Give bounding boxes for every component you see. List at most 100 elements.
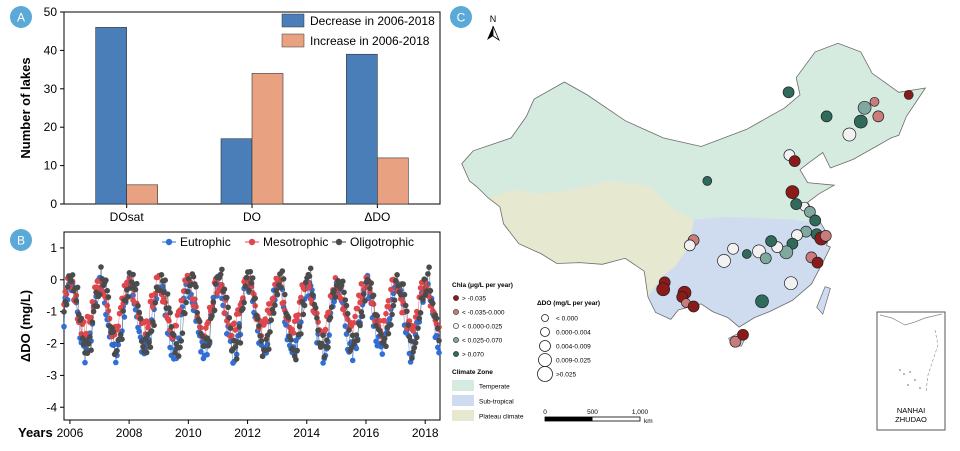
data-point: [242, 283, 249, 290]
data-point: [97, 291, 103, 298]
data-point: [430, 300, 436, 307]
lake-marker: [656, 282, 671, 297]
legend-marker: [537, 366, 553, 382]
scale-tick-label: 0: [543, 409, 547, 416]
map-panel: N Chla (μg/L per year) > -0.035 < -0.035-0.…: [452, 14, 946, 431]
inset-coastline: [879, 313, 943, 326]
data-point: [63, 302, 70, 308]
data-point: [436, 349, 442, 356]
data-point: [314, 310, 320, 317]
data-point: [427, 287, 434, 294]
plateau-zone: [488, 180, 694, 297]
panel-label-c: C: [457, 11, 466, 25]
x-tick-label: 2010: [175, 426, 202, 440]
y-tick-label: 30: [44, 82, 58, 96]
y-axis-label: Number of lakes: [18, 57, 33, 158]
data-point: [407, 337, 414, 344]
data-point: [143, 349, 150, 356]
data-point: [212, 280, 219, 287]
data-point: [379, 351, 386, 357]
data-point: [114, 347, 120, 354]
data-point: [332, 294, 339, 301]
data-point: [386, 316, 393, 322]
data-point: [300, 311, 307, 318]
data-point: [151, 322, 157, 329]
data-point: [256, 323, 262, 329]
data-point: [385, 330, 392, 337]
data-point: [324, 337, 330, 343]
data-point: [370, 301, 377, 308]
data-point: [205, 343, 212, 349]
lake-marker: [790, 198, 803, 210]
data-point: [135, 303, 141, 309]
data-point: [310, 292, 317, 299]
data-point: [390, 302, 397, 309]
panel-label-a: A: [17, 11, 25, 25]
data-point: [232, 327, 239, 333]
inset-island: [899, 369, 901, 371]
data-point: [340, 278, 346, 285]
data-point: [219, 266, 225, 273]
data-point: [328, 304, 335, 311]
data-point: [354, 305, 361, 312]
bar: [377, 157, 409, 205]
y-tick-label: 0: [50, 273, 57, 287]
north-arrow-icon: [487, 26, 493, 40]
data-point: [343, 302, 350, 309]
data-point: [296, 323, 303, 330]
data-point: [257, 333, 263, 339]
legend-marker: [453, 337, 459, 343]
data-point: [110, 329, 117, 335]
lake-marker: [737, 328, 749, 341]
data-point: [326, 332, 333, 338]
legend-swatch: [452, 395, 474, 406]
temperate-zone: [461, 43, 926, 224]
data-point: [193, 284, 199, 290]
data-point: [61, 323, 67, 330]
data-point: [388, 286, 394, 293]
data-point: [206, 338, 213, 345]
legend-label: Eutrophic: [180, 235, 231, 249]
data-point: [298, 331, 304, 337]
data-point: [389, 311, 395, 318]
data-point: [274, 291, 281, 298]
data-point: [175, 353, 182, 359]
lake-marker: [853, 114, 868, 129]
data-point: [414, 334, 420, 341]
x-tick-label: 2016: [353, 426, 380, 440]
data-point: [140, 343, 146, 350]
data-point: [104, 302, 110, 309]
x-tick-label: 2018: [412, 426, 439, 440]
data-point: [388, 322, 394, 328]
scale-tick-label: 1,000: [632, 409, 649, 416]
data-point: [327, 314, 334, 321]
legend-label: Mesotrophic: [263, 235, 328, 249]
data-point: [293, 356, 299, 363]
data-point: [346, 327, 352, 333]
data-point: [249, 275, 256, 281]
y-tick-label: 10: [44, 159, 58, 173]
data-point: [142, 335, 149, 342]
legend-swatch: [452, 410, 474, 421]
data-point: [352, 313, 358, 320]
data-point: [306, 284, 313, 291]
data-point: [241, 299, 247, 306]
data-point: [268, 317, 275, 323]
data-point: [267, 329, 273, 335]
data-point: [121, 314, 128, 320]
data-point: [252, 295, 258, 302]
scale-unit: km: [644, 418, 653, 425]
legend-label: 0.000-0.004: [556, 329, 591, 336]
data-point: [307, 265, 314, 272]
panel-c-badge: C: [450, 6, 472, 28]
legend-label: >0.025: [556, 371, 576, 378]
data-point: [198, 325, 204, 331]
inset-island: [903, 373, 905, 375]
data-point: [357, 322, 363, 329]
data-point: [88, 347, 94, 354]
data-point: [194, 309, 200, 316]
data-point: [344, 310, 351, 317]
data-point: [320, 332, 326, 339]
data-point: [164, 291, 171, 297]
data-point: [225, 304, 231, 311]
